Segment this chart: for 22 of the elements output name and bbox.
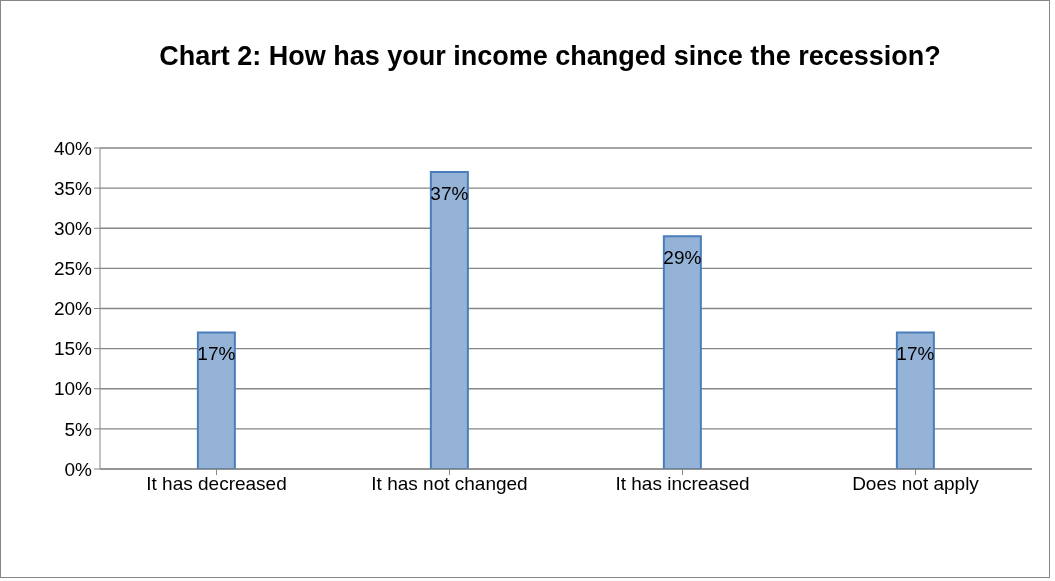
y-tick-label: 5% xyxy=(64,418,93,440)
y-tick-label: 10% xyxy=(53,378,93,400)
x-tick-label: It has not changed xyxy=(371,473,528,495)
x-tick-label: It has increased xyxy=(615,473,750,495)
y-tick-label: 40% xyxy=(53,137,93,159)
bar xyxy=(429,171,469,469)
data-label: 29% xyxy=(663,246,702,268)
chart-title: Chart 2: How has your income changed since the recession? xyxy=(158,40,942,73)
bar xyxy=(662,235,702,469)
data-label: 17% xyxy=(896,343,935,365)
y-tick-label: 30% xyxy=(53,217,93,239)
x-tick-label: It has decreased xyxy=(146,473,287,495)
bar xyxy=(895,331,935,469)
y-tick-label: 20% xyxy=(53,298,93,320)
x-tick-label: Does not apply xyxy=(852,473,980,495)
bar xyxy=(196,331,236,469)
y-tick-label: 15% xyxy=(53,338,93,360)
data-label: 17% xyxy=(197,343,236,365)
data-label: 37% xyxy=(430,182,469,204)
y-tick-label: 35% xyxy=(53,177,93,199)
y-tick-label: 0% xyxy=(64,458,93,480)
y-tick-label: 25% xyxy=(53,258,93,280)
